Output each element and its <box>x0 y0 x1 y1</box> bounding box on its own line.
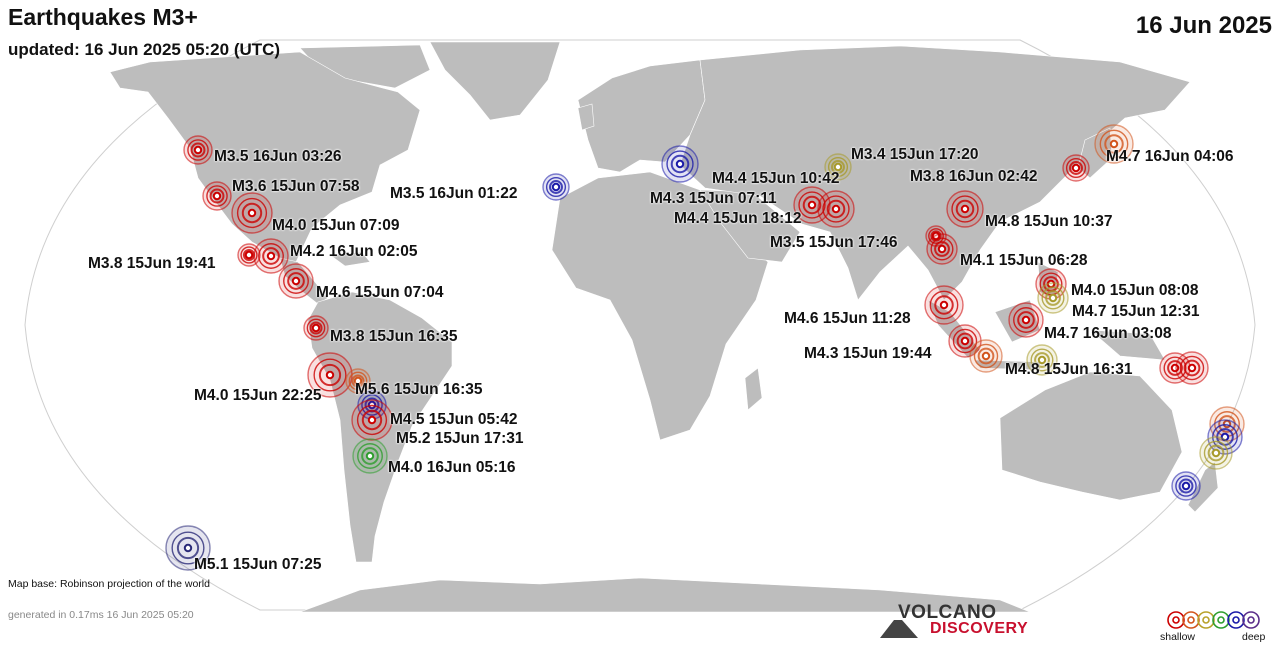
legend-ring <box>1227 611 1245 629</box>
quake-label: M4.0 15Jun 22:25 <box>194 387 322 404</box>
quake-label: M3.6 15Jun 07:58 <box>232 178 360 195</box>
quake-label: M4.4 15Jun 10:42 <box>712 170 840 187</box>
map-title: Earthquakes M3+ <box>8 4 198 30</box>
quake-label: M4.2 16Jun 02:05 <box>290 243 418 260</box>
quake-marker[interactable] <box>303 315 329 341</box>
quake-label: M3.5 16Jun 03:26 <box>214 148 342 165</box>
quake-marker[interactable] <box>1171 471 1201 501</box>
legend-ring <box>1197 611 1215 629</box>
logo-line2: DISCOVERY <box>930 620 1029 637</box>
quake-marker[interactable] <box>307 352 353 398</box>
quake-label: M3.4 15Jun 17:20 <box>851 146 979 163</box>
generated-note: generated in 0.17ms 16 Jun 2025 05:20 <box>8 609 194 621</box>
legend-dot <box>1247 616 1255 624</box>
quake-label: M4.0 16Jun 05:16 <box>388 459 516 476</box>
quake-marker[interactable] <box>969 339 1003 373</box>
quake-marker[interactable] <box>824 153 852 181</box>
map-date: 16 Jun 2025 <box>1135 12 1272 39</box>
quake-label: M4.7 16Jun 04:06 <box>1106 148 1234 165</box>
british-isles-shape <box>577 103 595 131</box>
quake-label: M3.5 16Jun 01:22 <box>390 185 518 202</box>
legend-dot <box>1232 616 1240 624</box>
map-base-note: Map base: Robinson projection of the wor… <box>8 578 210 590</box>
quake-marker[interactable] <box>278 263 314 299</box>
legend-dot <box>1187 616 1195 624</box>
quake-marker[interactable] <box>542 173 570 201</box>
south-america-shape <box>307 291 453 563</box>
quake-marker[interactable] <box>1062 154 1090 182</box>
legend-shallow: shallow <box>1160 631 1196 643</box>
quake-label: M4.6 15Jun 07:04 <box>316 284 444 301</box>
asia-shape <box>679 45 1191 301</box>
quake-marker[interactable] <box>352 438 388 474</box>
legend-ring <box>1212 611 1230 629</box>
quake-marker[interactable] <box>1026 344 1058 376</box>
quake-marker[interactable] <box>1094 124 1134 164</box>
quake-label: M4.6 15Jun 11:28 <box>784 310 911 327</box>
quake-label: M4.7 15Jun 12:31 <box>1072 303 1200 320</box>
legend-dot <box>1172 616 1180 624</box>
quake-label: M4.3 15Jun 19:44 <box>804 345 932 362</box>
quake-label: M3.8 16Jun 02:42 <box>910 168 1038 185</box>
quake-label: M3.8 15Jun 19:41 <box>88 255 216 272</box>
legend-deep: deep <box>1242 631 1266 643</box>
quake-marker[interactable] <box>926 233 958 265</box>
antarctica-shape <box>299 577 1031 613</box>
quake-label: M4.3 15Jun 07:11 <box>650 190 777 207</box>
madagascar-shape <box>744 367 763 411</box>
quake-marker[interactable] <box>202 181 232 211</box>
europe-shape <box>577 59 706 173</box>
quake-label: M4.0 15Jun 08:08 <box>1071 282 1199 299</box>
legend-rings <box>1167 611 1260 629</box>
quake-marker[interactable] <box>924 285 964 325</box>
legend-ring <box>1242 611 1260 629</box>
quake-marker[interactable] <box>1199 436 1233 470</box>
legend-dot <box>1217 616 1225 624</box>
depth-legend: shallow deep <box>1160 606 1272 646</box>
quake-label: M4.8 15Jun 16:31 <box>1005 361 1133 378</box>
quake-marker[interactable] <box>165 525 211 571</box>
quake-label: M4.5 15Jun 05:42 <box>390 411 518 428</box>
quake-label: M4.0 15Jun 07:09 <box>272 217 400 234</box>
quake-marker[interactable] <box>183 135 213 165</box>
quake-marker[interactable] <box>925 225 947 247</box>
quake-label: M3.5 15Jun 17:46 <box>770 234 898 251</box>
quake-label: M4.1 15Jun 06:28 <box>960 252 1088 269</box>
quake-marker[interactable] <box>1037 282 1069 314</box>
legend-dot <box>1202 616 1210 624</box>
quake-marker[interactable] <box>946 190 984 228</box>
quake-marker[interactable] <box>793 186 831 224</box>
quake-marker[interactable] <box>231 192 273 234</box>
updated-timestamp: updated: 16 Jun 2025 05:20 (UTC) <box>8 40 281 59</box>
volcano-discovery-logo[interactable]: VOLCANO DISCOVERY <box>880 600 1040 644</box>
quake-label: M5.6 15Jun 16:35 <box>355 381 483 398</box>
quake-label: M4.8 15Jun 10:37 <box>985 213 1113 230</box>
volcano-icon <box>880 620 918 638</box>
legend-ring <box>1167 611 1185 629</box>
australia-shape <box>999 371 1183 501</box>
quake-label: M4.7 16Jun 03:08 <box>1044 325 1172 342</box>
new-guinea-shape <box>1089 329 1166 361</box>
legend-ring <box>1182 611 1200 629</box>
africa-shape <box>551 171 769 441</box>
quake-marker[interactable] <box>817 190 855 228</box>
quake-label: M5.1 15Jun 07:25 <box>194 556 322 573</box>
earthquake-markers <box>165 124 1245 571</box>
quake-marker[interactable] <box>948 324 982 358</box>
caribbean-shape <box>329 251 371 267</box>
quake-marker[interactable] <box>661 145 699 183</box>
quake-marker[interactable] <box>253 238 289 274</box>
quake-marker[interactable] <box>1008 302 1044 338</box>
quake-marker[interactable] <box>1175 351 1209 385</box>
logo-line1: VOLCANO <box>898 602 997 623</box>
quake-marker[interactable] <box>345 368 371 394</box>
land <box>109 41 1219 613</box>
quake-marker[interactable] <box>351 399 393 441</box>
quake-label: M3.8 15Jun 16:35 <box>330 328 458 345</box>
greenland-shape <box>429 41 561 121</box>
quake-label: M5.2 15Jun 17:31 <box>396 430 524 447</box>
quake-label: M4.4 15Jun 18:12 <box>674 210 802 227</box>
